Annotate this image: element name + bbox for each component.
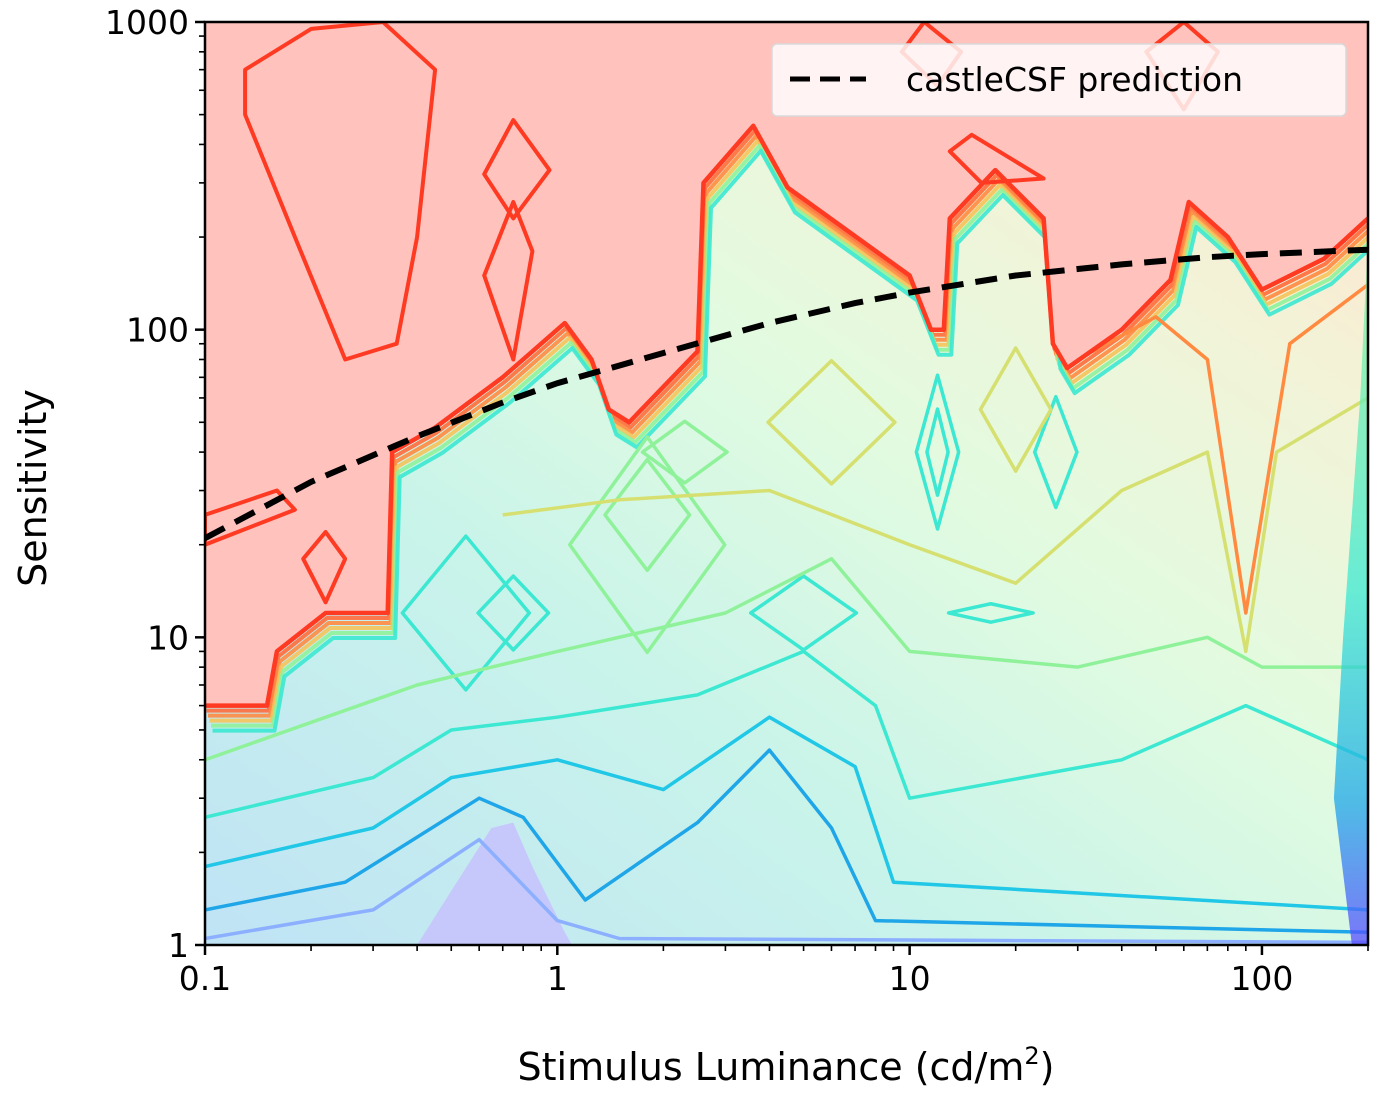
contour-ring xyxy=(482,118,552,221)
contour-line xyxy=(205,649,1368,820)
contour-edge-strip xyxy=(1333,237,1368,945)
contour-fill-region xyxy=(205,125,1368,945)
legend-box xyxy=(771,43,1347,117)
contour-line xyxy=(502,396,1368,654)
y-tick-label: 10 xyxy=(147,618,189,657)
legend-label: castleCSF prediction xyxy=(906,60,1243,99)
x-tick-label: 0.1 xyxy=(179,959,231,998)
series-line-castlecsf xyxy=(205,246,1368,541)
x-axis: 0.1 1 10 100 xyxy=(179,945,1369,998)
contour-ring xyxy=(748,574,859,652)
contour-ring xyxy=(205,488,297,547)
x-axis-title: Stimulus Luminance (cd/m2) xyxy=(518,1042,1055,1089)
y-tick-label: 100 xyxy=(126,311,189,350)
contour-layer xyxy=(205,22,1368,945)
contour-line xyxy=(1076,283,1368,615)
contour-ring xyxy=(476,574,551,652)
contour-ring xyxy=(766,359,897,486)
contour-ring xyxy=(301,530,348,605)
y-axis-title: Sensitivity xyxy=(11,389,55,587)
contour-line xyxy=(205,715,1368,912)
plot-area xyxy=(205,22,1368,945)
contour-ring xyxy=(482,200,535,362)
contour-ring xyxy=(603,457,692,573)
y-tick-label: 1000 xyxy=(105,3,189,42)
contour-ring xyxy=(400,534,532,692)
y-tick-label: 1 xyxy=(168,926,189,965)
contour-ring xyxy=(925,407,950,497)
contour-ring xyxy=(947,132,1046,185)
contour-line xyxy=(205,557,1368,762)
y-axis: 1 10 100 1000 xyxy=(105,3,205,965)
contour-line xyxy=(205,837,1368,945)
x-tick-label: 1 xyxy=(547,959,568,998)
contour-ring xyxy=(946,601,1035,624)
contour-ring xyxy=(914,373,961,531)
contour-ring xyxy=(978,346,1053,473)
contour-ring xyxy=(243,22,438,362)
contour-line xyxy=(205,748,1368,935)
contour-boundary-line xyxy=(205,123,1368,708)
series-layer xyxy=(205,246,1368,541)
contour-edge-band xyxy=(212,148,1368,733)
contour-ring xyxy=(567,435,727,655)
plot-frame xyxy=(203,20,1370,947)
contour-ring xyxy=(640,419,729,485)
x-tick-label: 10 xyxy=(889,959,931,998)
x-tick-label: 100 xyxy=(1230,959,1293,998)
contour-fill-low xyxy=(417,822,572,945)
legend: castleCSF prediction xyxy=(771,43,1347,117)
